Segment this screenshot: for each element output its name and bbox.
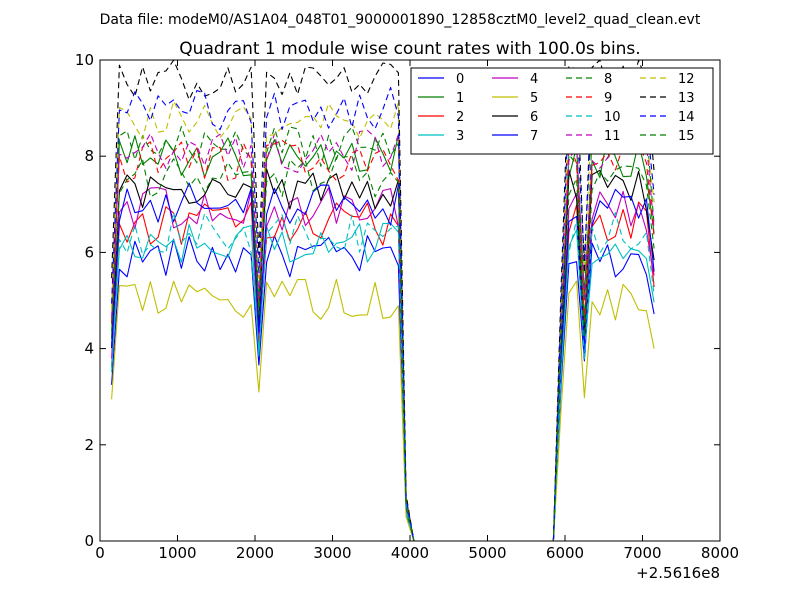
series-line-5 xyxy=(111,278,655,541)
x-tick-label: 6000 xyxy=(546,544,584,562)
series-line-12 xyxy=(111,100,655,541)
y-tick-label: 2 xyxy=(84,436,94,454)
series-layer xyxy=(111,60,655,541)
legend-label-4: 4 xyxy=(530,72,538,87)
legend-label-8: 8 xyxy=(604,72,612,87)
series-line-3 xyxy=(111,222,655,541)
x-tick-label: 1000 xyxy=(158,544,196,562)
y-tick-label: 0 xyxy=(84,532,94,550)
x-tick-label: 4000 xyxy=(391,544,429,562)
series-line-8 xyxy=(111,125,655,541)
legend-label-6: 6 xyxy=(530,110,538,125)
series-line-14 xyxy=(111,86,655,541)
series-line-0 xyxy=(111,235,655,541)
legend-label-5: 5 xyxy=(530,91,538,106)
y-tick-label: 8 xyxy=(84,147,94,165)
y-tick-label: 10 xyxy=(75,51,94,69)
legend-label-12: 12 xyxy=(678,72,695,87)
legend-label-11: 11 xyxy=(604,129,621,144)
legend-label-1: 1 xyxy=(456,91,464,106)
legend-label-14: 14 xyxy=(678,110,695,125)
data-file-header: Data file: modeM0/AS1A04_048T01_90000018… xyxy=(100,12,701,28)
legend-label-9: 9 xyxy=(604,91,612,106)
series-line-11 xyxy=(111,129,655,541)
series-line-9 xyxy=(111,139,655,541)
series-line-2 xyxy=(111,201,655,541)
series-line-10 xyxy=(111,212,655,541)
x-tick-label: 0 xyxy=(95,544,105,562)
series-line-15 xyxy=(111,155,655,541)
x-offset-label: +2.5616e8 xyxy=(636,564,720,582)
legend-label-10: 10 xyxy=(604,110,621,125)
legend-label-7: 7 xyxy=(530,129,538,144)
legend-label-15: 15 xyxy=(678,129,695,144)
legend-label-2: 2 xyxy=(456,110,464,125)
legend-label-0: 0 xyxy=(456,72,464,87)
x-tick-label: 7000 xyxy=(623,544,661,562)
y-tick-label: 6 xyxy=(84,243,94,261)
series-line-4 xyxy=(111,187,655,541)
x-tick-label: 3000 xyxy=(313,544,351,562)
legend-frame xyxy=(410,67,714,155)
y-tick-label: 4 xyxy=(84,340,94,358)
x-tick-label: 8000 xyxy=(701,544,739,562)
x-tick-label: 5000 xyxy=(468,544,506,562)
series-line-1 xyxy=(111,134,655,541)
series-line-6 xyxy=(111,168,655,541)
x-tick-label: 2000 xyxy=(236,544,274,562)
legend-label-13: 13 xyxy=(678,91,695,106)
legend-label-3: 3 xyxy=(456,129,464,144)
chart-title: Quadrant 1 module wise count rates with … xyxy=(179,39,640,59)
plot-frame xyxy=(99,59,721,542)
